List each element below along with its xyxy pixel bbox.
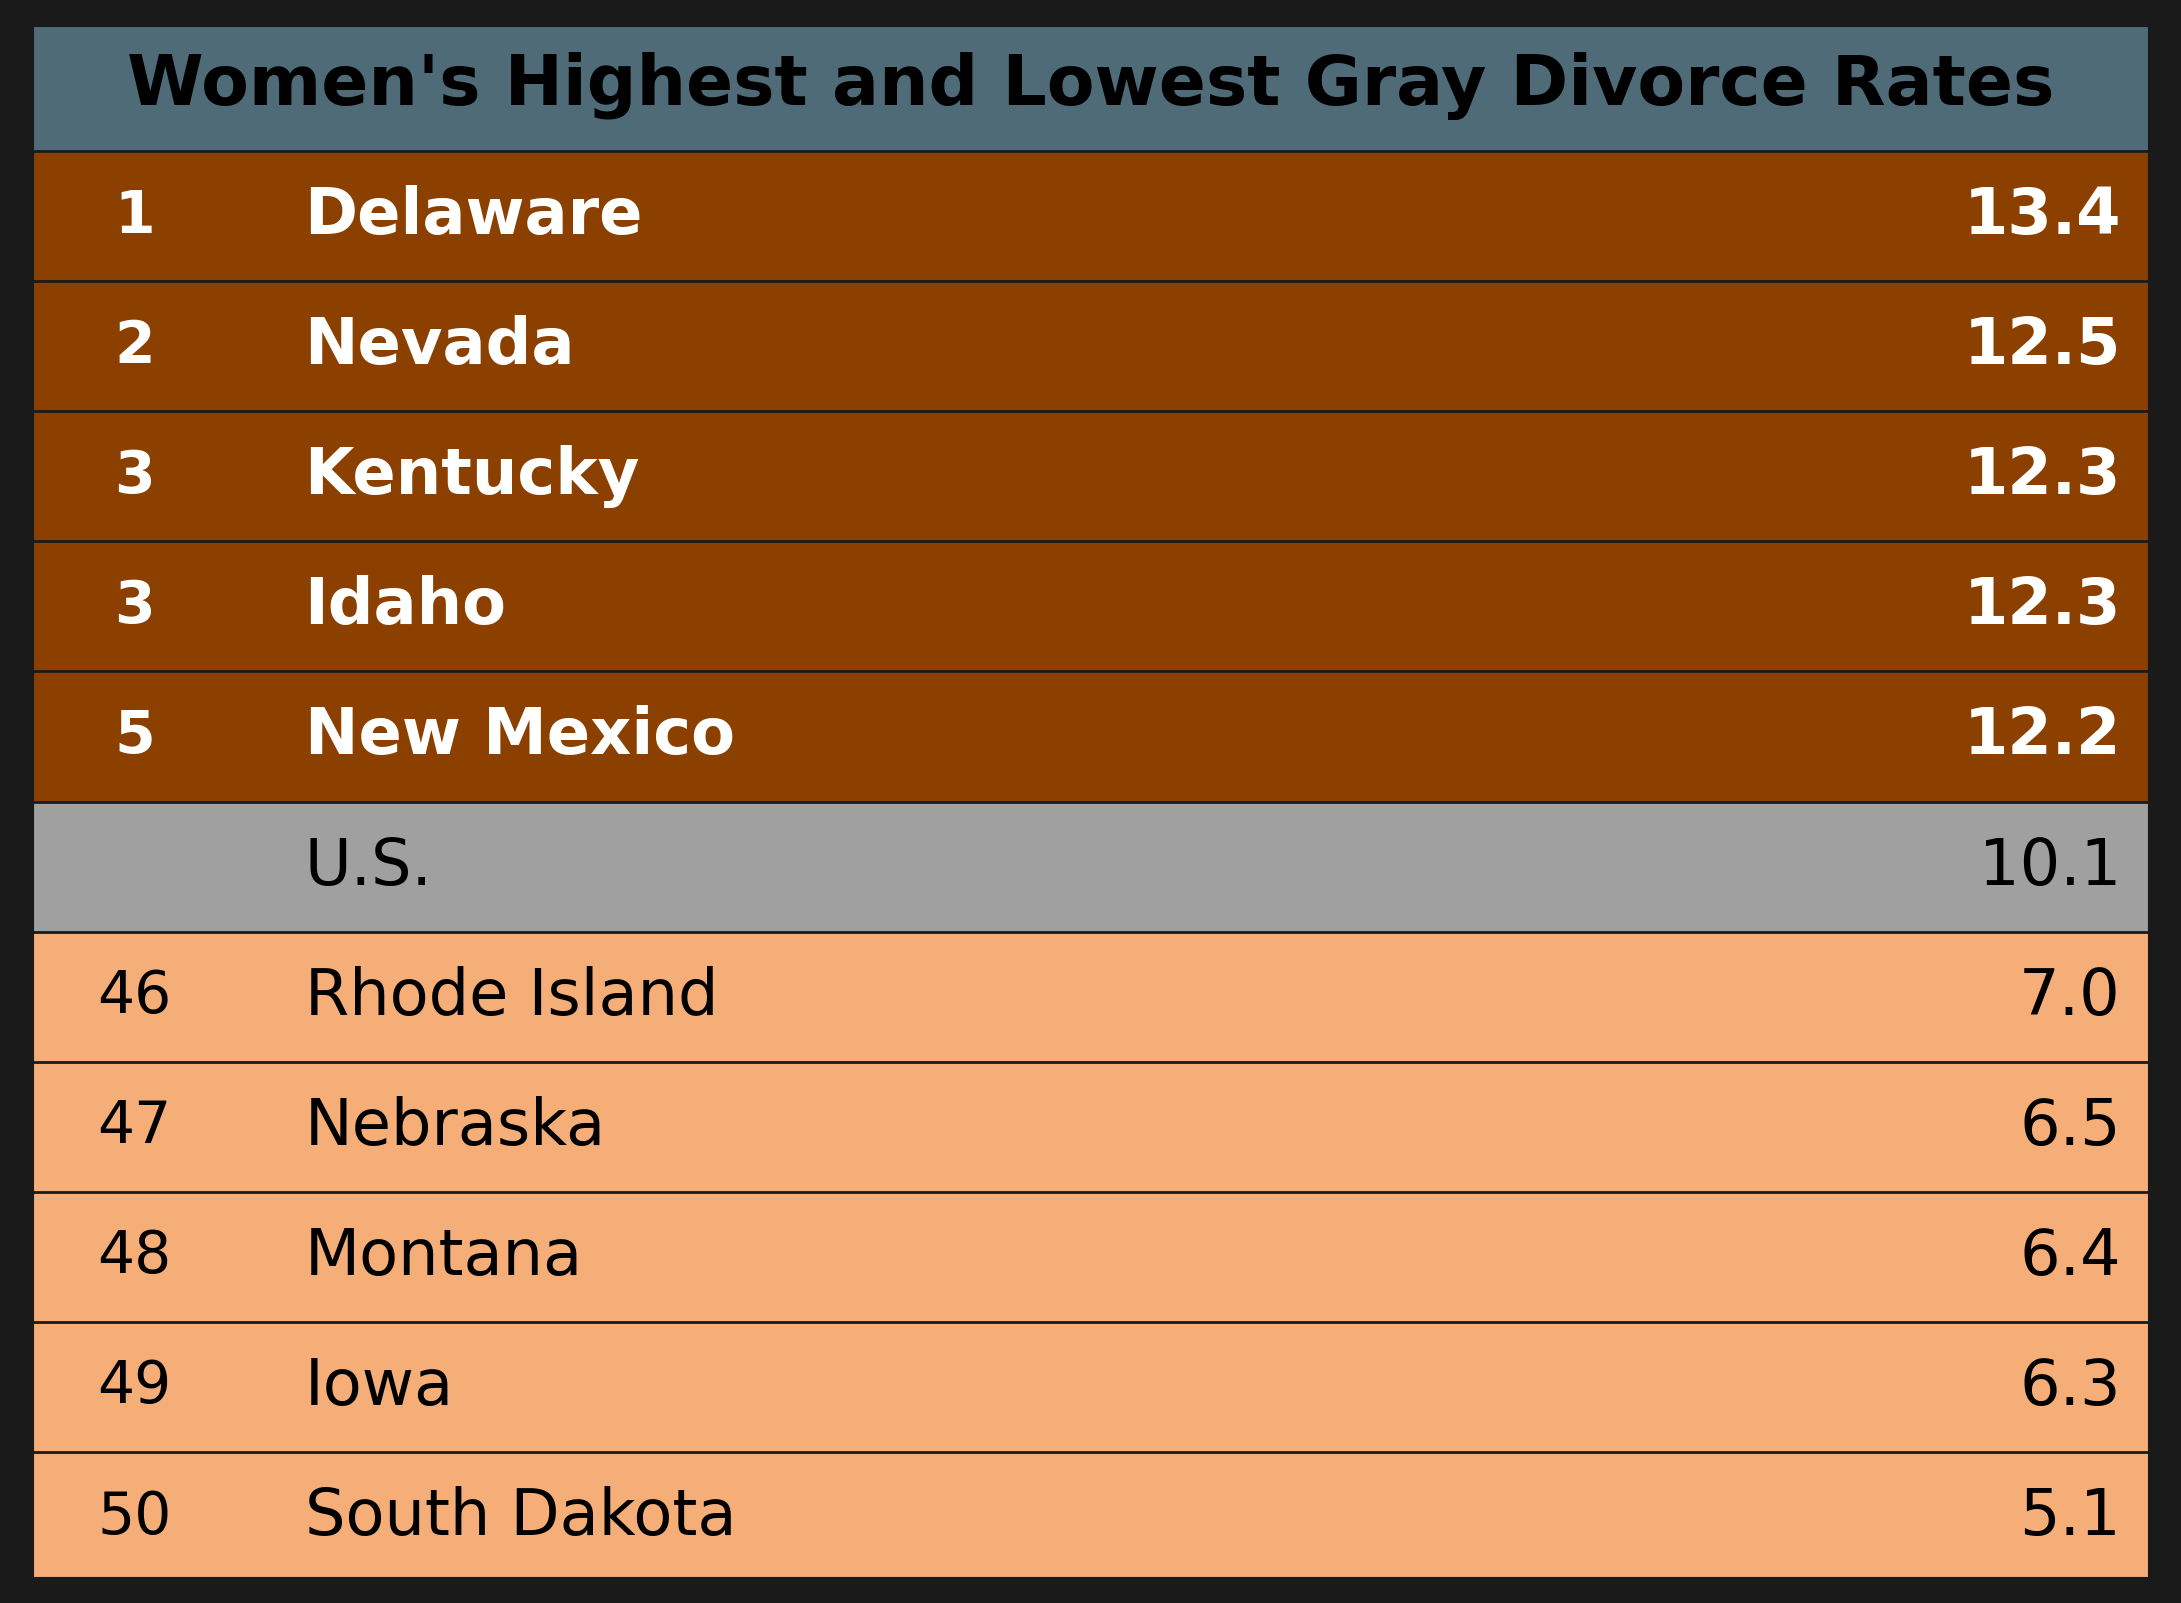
Text: 5: 5: [113, 709, 155, 765]
Bar: [28, 542, 2153, 672]
Text: 6.5: 6.5: [2020, 1096, 2120, 1157]
Bar: [28, 672, 2153, 802]
Text: 50: 50: [98, 1489, 172, 1545]
Text: Women's Highest and Lowest Gray Divorce Rates: Women's Highest and Lowest Gray Divorce …: [126, 51, 2055, 120]
Text: 3: 3: [113, 447, 155, 505]
Text: 10.1: 10.1: [1978, 835, 2120, 898]
Text: 5.1: 5.1: [2020, 1486, 2120, 1548]
Text: 3: 3: [113, 577, 155, 635]
Text: 7.0: 7.0: [2020, 965, 2120, 1028]
Bar: [28, 412, 2153, 542]
Text: Nevada: Nevada: [305, 316, 576, 377]
Text: South Dakota: South Dakota: [305, 1486, 735, 1548]
Text: 47: 47: [98, 1098, 172, 1156]
Text: 2: 2: [113, 317, 155, 375]
Text: 6.3: 6.3: [2020, 1356, 2120, 1419]
Text: Rhode Island: Rhode Island: [305, 965, 718, 1028]
Text: Nebraska: Nebraska: [305, 1096, 606, 1157]
Text: 6.4: 6.4: [2020, 1226, 2120, 1287]
Text: 48: 48: [98, 1228, 172, 1286]
Text: Delaware: Delaware: [305, 184, 643, 247]
Bar: [28, 1452, 2153, 1582]
Text: 12.3: 12.3: [1963, 575, 2120, 638]
Text: 46: 46: [98, 968, 172, 1026]
Text: Idaho: Idaho: [305, 575, 506, 638]
Text: 49: 49: [98, 1358, 172, 1415]
Text: New Mexico: New Mexico: [305, 705, 735, 768]
Bar: [28, 21, 2153, 151]
Bar: [28, 151, 2153, 281]
Bar: [28, 1193, 2153, 1322]
Text: 12.2: 12.2: [1963, 705, 2120, 768]
Bar: [28, 1061, 2153, 1193]
Text: U.S.: U.S.: [305, 835, 432, 898]
Text: 12.5: 12.5: [1963, 316, 2120, 377]
Bar: [28, 931, 2153, 1061]
Text: 1: 1: [113, 188, 155, 245]
Bar: [28, 1322, 2153, 1452]
Bar: [28, 281, 2153, 410]
Text: 13.4: 13.4: [1963, 184, 2120, 247]
Text: 12.3: 12.3: [1963, 446, 2120, 507]
Bar: [28, 802, 2153, 931]
Text: Montana: Montana: [305, 1226, 582, 1287]
Text: Kentucky: Kentucky: [305, 444, 639, 508]
Text: Iowa: Iowa: [305, 1356, 454, 1419]
